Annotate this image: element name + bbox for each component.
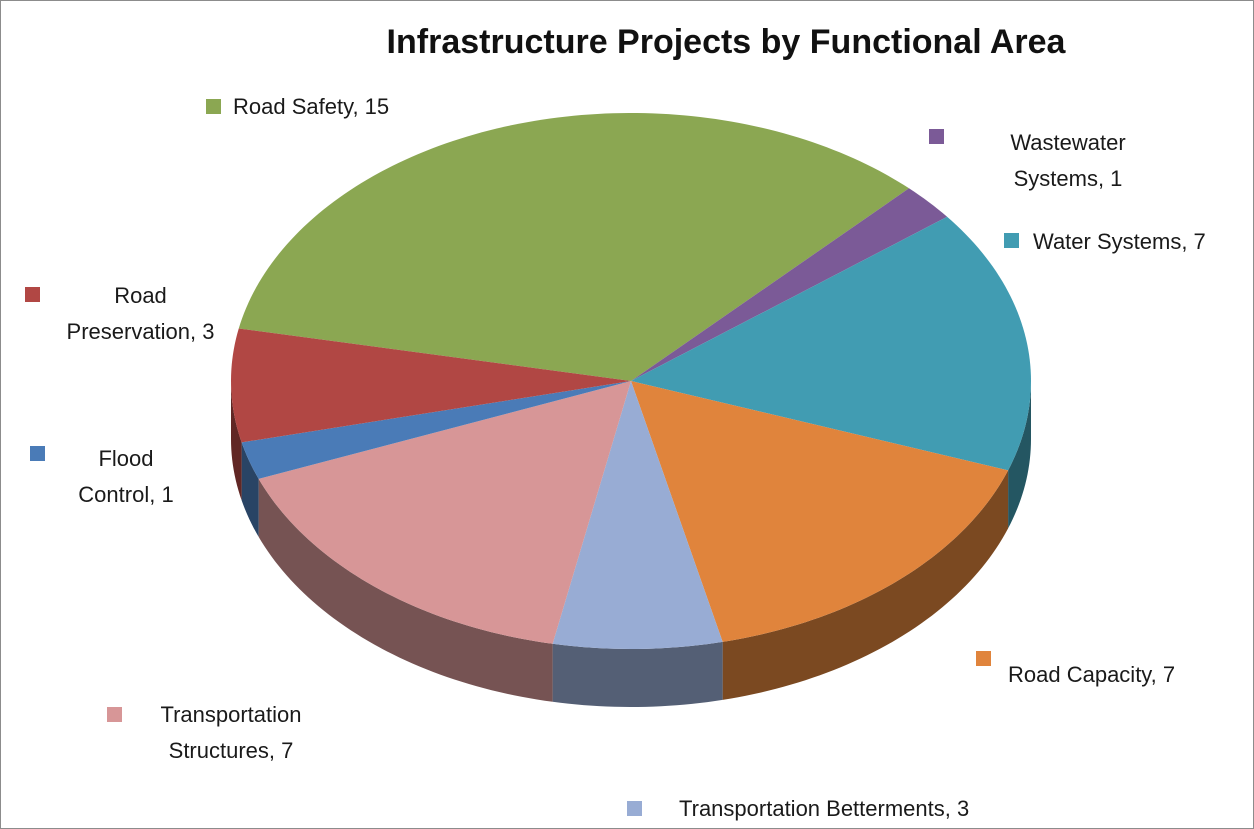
- data-label: Flood Control, 1: [78, 446, 174, 507]
- label-marker: [929, 129, 944, 144]
- slice: [238, 113, 910, 382]
- label-marker: [1004, 233, 1019, 248]
- chart-title: Infrastructure Projects by Functional Ar…: [386, 23, 1066, 61]
- slice-side: [1008, 381, 1031, 529]
- slice-side: [552, 641, 723, 707]
- label-marker: [976, 651, 991, 666]
- data-label: Road Capacity, 7: [1008, 662, 1176, 687]
- slice-side: [231, 381, 242, 501]
- slice: [631, 188, 948, 381]
- data-label: Water Systems, 7: [1033, 229, 1206, 254]
- label-marker: [25, 287, 40, 302]
- label-marker: [627, 801, 642, 816]
- slice: [241, 381, 631, 479]
- slice: [631, 216, 1031, 471]
- slice: [258, 381, 631, 644]
- label-marker: [206, 99, 221, 114]
- label-marker: [107, 707, 122, 722]
- label-marker: [30, 446, 45, 461]
- slice-side: [241, 442, 259, 537]
- data-label: Transportation Structures, 7: [160, 702, 302, 763]
- data-label: Road Preservation, 3: [66, 283, 215, 344]
- slice-side: [258, 478, 553, 702]
- slice: [231, 328, 631, 443]
- data-label: Transportation Betterments, 3: [679, 796, 970, 821]
- data-label: Wastewater Systems, 1: [1010, 130, 1126, 191]
- slice: [631, 381, 1009, 642]
- slice: [552, 381, 723, 649]
- data-label: Road Safety, 15: [233, 94, 390, 119]
- slice-side: [722, 470, 1009, 700]
